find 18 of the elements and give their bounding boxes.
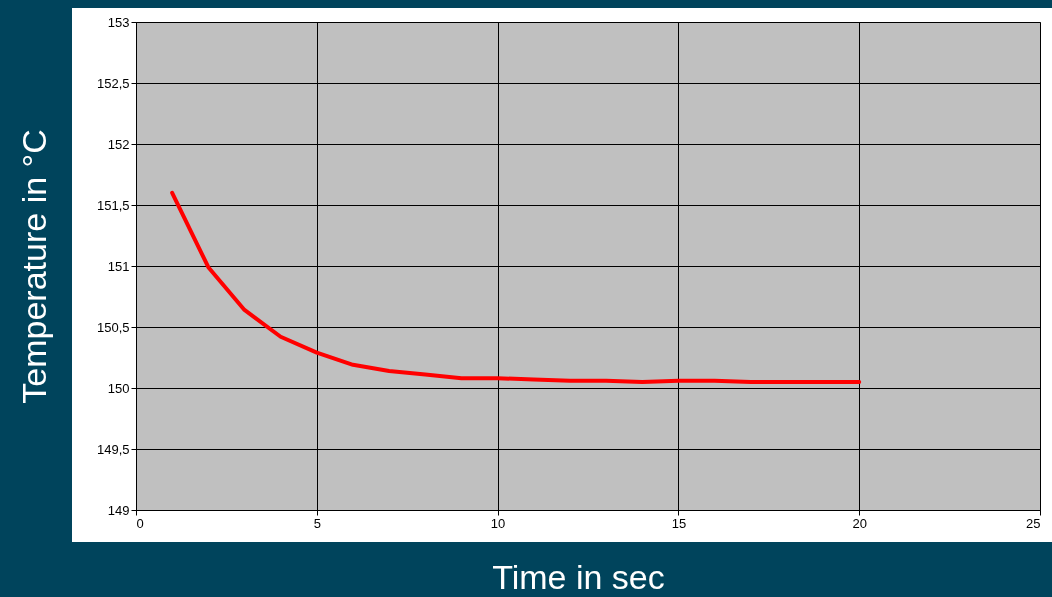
y-axis-title: Temperature in °C (14, 129, 53, 404)
y-tick-label: 150 (107, 380, 130, 396)
x-axis-title: Time in sec (492, 557, 665, 596)
y-tick-label: 152 (107, 136, 130, 152)
y-tick-label: 149,5 (96, 441, 130, 457)
y-tick-label: 149 (107, 502, 130, 518)
x-tick-label: 0 (136, 515, 144, 531)
y-tick-label: 150,5 (96, 319, 130, 335)
y-tick-label: 151,5 (96, 197, 130, 213)
x-tick-label: 20 (852, 515, 867, 531)
x-tick-label: 10 (490, 515, 506, 531)
x-tick-label: 25 (1026, 515, 1041, 531)
y-tick-label: 151 (107, 258, 130, 274)
line-series (170, 190, 862, 384)
y-tick-label: 152,5 (96, 75, 130, 91)
x-tick-label: 15 (671, 515, 687, 531)
x-tick-label: 5 (313, 515, 321, 531)
y-tick-label: 153 (107, 14, 130, 30)
